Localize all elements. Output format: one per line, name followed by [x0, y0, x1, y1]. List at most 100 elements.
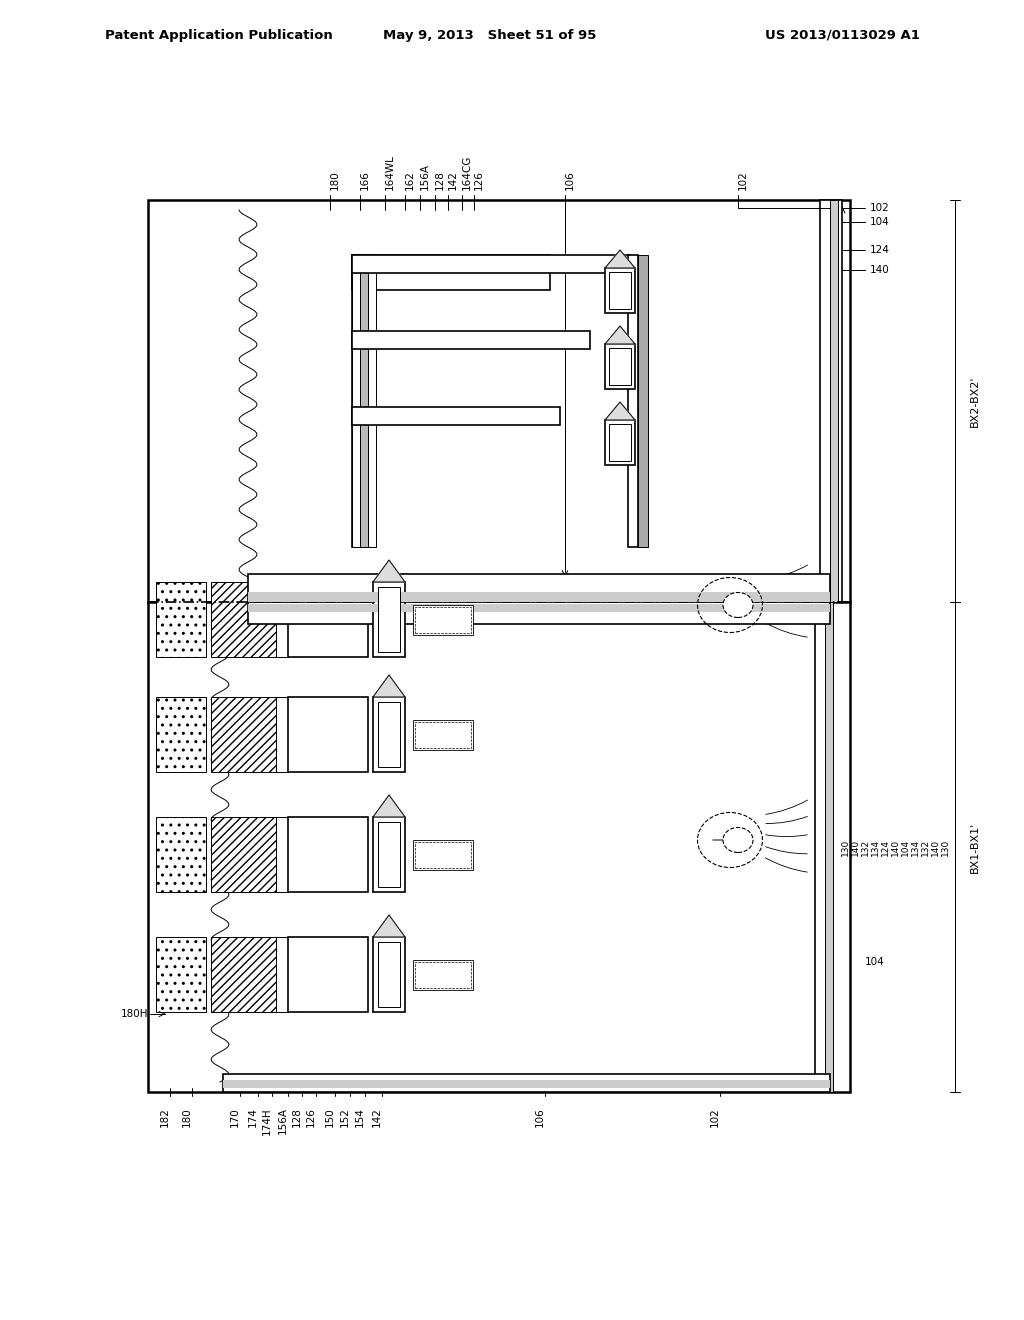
Text: 102: 102 [738, 170, 748, 190]
Text: 108A: 108A [431, 970, 455, 979]
Text: 142: 142 [372, 1107, 382, 1127]
Text: 132: 132 [860, 838, 869, 855]
Bar [370, 255, 530, 546]
Text: 106: 106 [565, 170, 575, 190]
Bar [378, 702, 400, 767]
Text: 106: 106 [535, 1107, 545, 1127]
Bar [415, 842, 471, 869]
Text: 150: 150 [325, 1107, 335, 1127]
Ellipse shape [723, 593, 753, 618]
Bar [368, 255, 376, 546]
Text: 104: 104 [870, 216, 890, 227]
Text: 124: 124 [870, 246, 890, 255]
Bar [288, 582, 368, 657]
Bar [156, 937, 206, 1012]
Text: 170: 170 [230, 1107, 240, 1127]
Text: 140: 140 [851, 838, 859, 855]
Text: 132: 132 [921, 838, 930, 855]
Bar [628, 255, 638, 546]
Bar [415, 607, 471, 634]
Bar [248, 591, 830, 602]
Bar [820, 201, 842, 602]
Text: 102: 102 [710, 1107, 720, 1127]
Bar [605, 268, 635, 313]
Bar [352, 407, 560, 425]
Text: 134: 134 [870, 838, 880, 855]
Polygon shape [373, 795, 406, 817]
Text: 108B: 108B [431, 615, 455, 624]
Polygon shape [605, 249, 635, 268]
Text: FIG. 18B: FIG. 18B [155, 601, 254, 620]
Text: May 9, 2013   Sheet 51 of 95: May 9, 2013 Sheet 51 of 95 [383, 29, 597, 41]
Text: 182: 182 [160, 1107, 170, 1127]
Bar [352, 331, 590, 348]
Bar [378, 942, 400, 1007]
Bar [248, 602, 830, 624]
Text: 156A: 156A [278, 1107, 288, 1134]
Polygon shape [605, 326, 635, 345]
Bar [373, 937, 406, 1012]
Bar [211, 937, 276, 1012]
Text: 126: 126 [474, 170, 484, 190]
Text: 128: 128 [435, 170, 445, 190]
Bar [413, 605, 473, 635]
Bar [211, 697, 276, 772]
Text: 180H: 180H [121, 1008, 148, 1019]
Bar [378, 702, 400, 767]
Bar [360, 255, 368, 546]
Text: 102: 102 [870, 203, 890, 213]
Text: 140: 140 [891, 838, 899, 855]
Bar [609, 348, 631, 385]
Polygon shape [373, 560, 406, 582]
Text: 134: 134 [910, 838, 920, 855]
Bar [378, 587, 400, 652]
Text: 104: 104 [900, 838, 909, 855]
Bar [211, 817, 276, 892]
Text: 142: 142 [449, 170, 458, 190]
Bar [276, 697, 288, 772]
Text: 174H: 174H [262, 1107, 272, 1135]
Bar [378, 822, 400, 887]
Ellipse shape [723, 828, 753, 853]
Bar [352, 255, 550, 290]
Polygon shape [373, 675, 406, 697]
Bar [638, 255, 648, 546]
Text: 156A: 156A [420, 162, 430, 190]
Bar [288, 937, 368, 1012]
Bar [352, 255, 370, 546]
Bar [609, 272, 631, 309]
Text: 108A: 108A [431, 730, 455, 739]
Text: 154: 154 [355, 1107, 365, 1127]
Bar [148, 602, 850, 1092]
Text: 126: 126 [306, 1107, 316, 1127]
Text: 140: 140 [870, 265, 890, 275]
Bar [288, 697, 368, 772]
Bar [373, 697, 406, 772]
Bar [415, 722, 471, 748]
Bar [413, 960, 473, 990]
Bar [276, 582, 288, 657]
Bar [352, 255, 630, 273]
Text: 164CG: 164CG [462, 154, 472, 190]
Bar [248, 605, 830, 612]
Bar [378, 587, 400, 652]
Bar [288, 817, 368, 892]
Bar [605, 420, 635, 465]
Bar [373, 582, 406, 657]
Text: 130: 130 [940, 838, 949, 855]
Bar [609, 272, 631, 309]
Polygon shape [373, 915, 406, 937]
Text: 140: 140 [931, 838, 939, 855]
Bar [276, 817, 288, 892]
Bar [830, 201, 838, 602]
Text: 104: 104 [865, 957, 885, 968]
Bar [415, 962, 471, 987]
Bar [148, 201, 850, 602]
Text: 108B: 108B [431, 850, 455, 859]
Bar [156, 697, 206, 772]
Bar [211, 582, 276, 657]
Polygon shape [605, 403, 635, 420]
Text: 162: 162 [406, 170, 415, 190]
Bar [815, 602, 830, 1092]
Text: US 2013/0113029 A1: US 2013/0113029 A1 [765, 29, 920, 41]
